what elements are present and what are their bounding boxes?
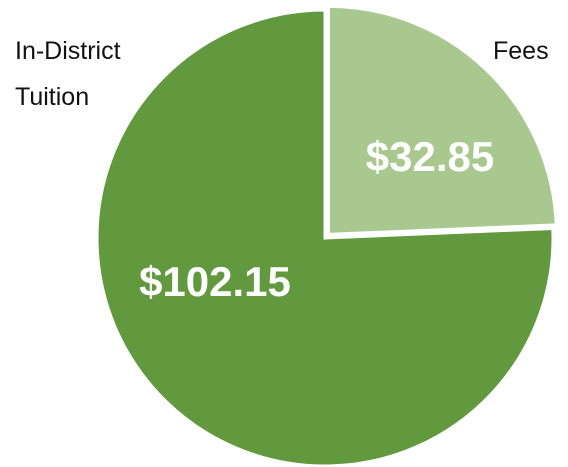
- category-label: Fees: [493, 37, 549, 65]
- value-label: $102.15: [139, 258, 291, 305]
- pie-slice: [95, 8, 555, 467]
- category-label: In-District Tuition: [15, 37, 121, 111]
- pie-slice: [326, 4, 558, 236]
- value-label: $32.85: [366, 133, 494, 180]
